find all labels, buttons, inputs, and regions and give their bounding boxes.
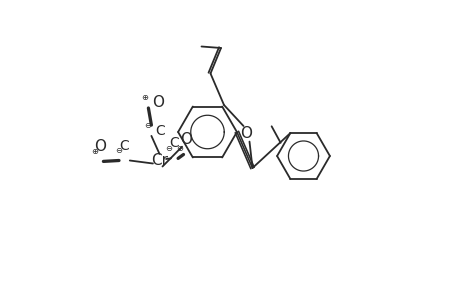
Text: Cr: Cr bbox=[151, 153, 168, 168]
Text: O: O bbox=[151, 95, 164, 110]
Text: ⊕: ⊕ bbox=[141, 93, 148, 102]
Text: C: C bbox=[119, 139, 129, 153]
Text: ⊕: ⊕ bbox=[176, 144, 183, 153]
Text: C: C bbox=[169, 136, 179, 150]
Text: C: C bbox=[155, 124, 164, 137]
Text: ⊖: ⊖ bbox=[144, 121, 151, 130]
Text: ⊖: ⊖ bbox=[115, 146, 122, 155]
Text: ⊖: ⊖ bbox=[165, 144, 172, 153]
Text: O: O bbox=[94, 139, 106, 154]
Text: ⊕: ⊕ bbox=[91, 147, 98, 156]
Text: O: O bbox=[180, 132, 192, 147]
Text: O: O bbox=[240, 126, 252, 141]
